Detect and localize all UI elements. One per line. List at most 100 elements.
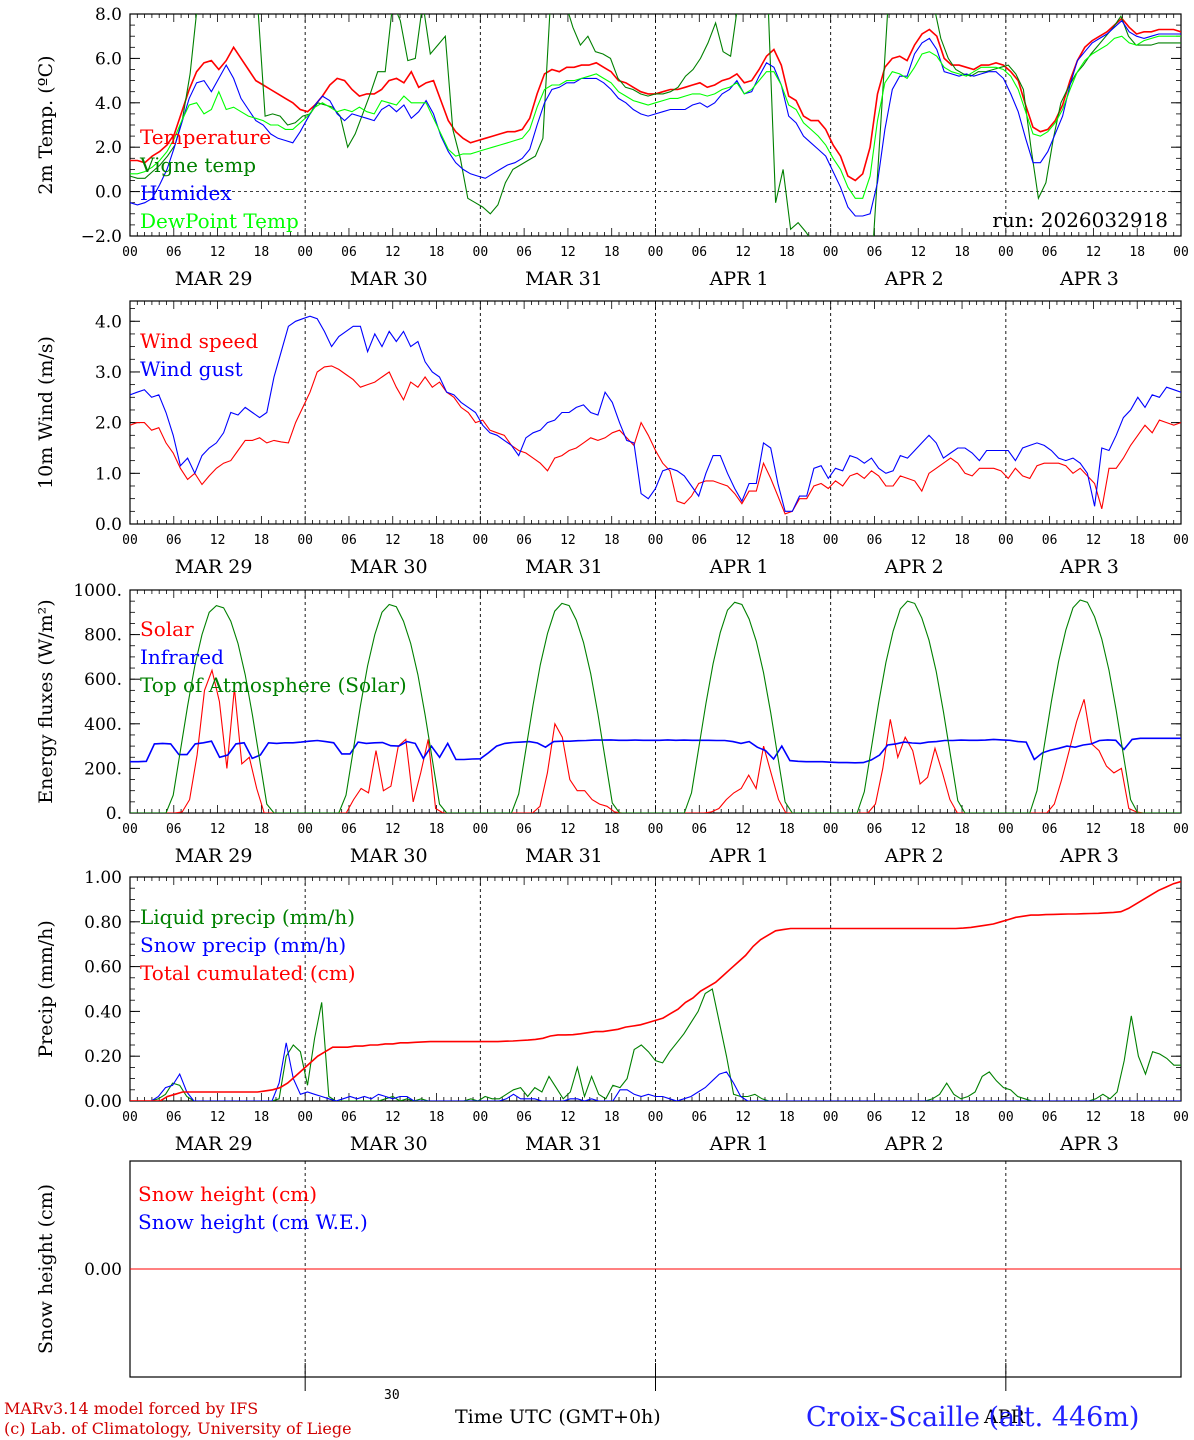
day-label: MAR 30 — [350, 556, 428, 578]
hour-tick-label: 18 — [954, 533, 970, 548]
panel-precip: 00 06 12 18 00 06 12 18 00 06 12 18 00 06 12 18 00 06 12 18… — [35, 868, 1189, 1155]
hour-tick-label: 06 — [516, 822, 532, 837]
hour-tick-label: 06 — [341, 1110, 357, 1125]
hour-tick-label: 12 — [560, 822, 576, 837]
panel-snow: 0.00 Snow height (cm) Snow height (cm) Snow… — [35, 1160, 1182, 1391]
hour-tick-label: 00 — [473, 822, 489, 837]
legend-entry: Top of Atmosphere (Solar) — [140, 673, 407, 697]
hour-tick-label: 12 — [1086, 822, 1102, 837]
hour-tick-label: 00 — [297, 1110, 313, 1125]
y-tick-label: 0. — [106, 804, 122, 824]
hour-tick-label: 00 — [122, 245, 138, 260]
day-label: MAR 29 — [175, 1133, 253, 1155]
hour-tick-label: 00 — [122, 822, 138, 837]
hour-tick-label: 06 — [867, 245, 883, 260]
hour-tick-label: 18 — [954, 1110, 970, 1125]
hour-tick-label: 12 — [910, 245, 926, 260]
day-label: MAR 29 — [175, 556, 253, 578]
hour-tick-label: 12 — [1086, 533, 1102, 548]
y-tick-label: 200. — [84, 759, 122, 779]
day-label: APR 3 — [1059, 845, 1119, 867]
hour-tick-label: 06 — [166, 1110, 182, 1125]
hour-tick-label: 18 — [604, 822, 620, 837]
y-tick-label: 0.00 — [84, 1092, 122, 1112]
hour-tick-label: 00 — [823, 1110, 839, 1125]
hour-tick-label: 06 — [867, 822, 883, 837]
y-tick-label: 4.0 — [95, 94, 122, 114]
day-label: MAR 31 — [525, 845, 603, 867]
hour-tick-label: 00 — [998, 533, 1014, 548]
hour-tick-label: 00 — [473, 245, 489, 260]
hour-tick-label: 12 — [735, 533, 751, 548]
y-tick-label: 0.60 — [84, 958, 122, 978]
y-axis-label: Precip (mm/h) — [35, 920, 57, 1058]
day-label: APR 2 — [884, 268, 944, 290]
day-label: MAR 30 — [350, 845, 428, 867]
legend-entry: Humidex — [140, 181, 232, 205]
hour-tick-label: 00 — [823, 533, 839, 548]
y-axis-label: 10m Wind (m/s) — [35, 336, 57, 489]
hour-tick-label: 06 — [1042, 533, 1058, 548]
hour-tick-label: 06 — [1042, 245, 1058, 260]
time-axis-label: Time UTC (GMT+0h) — [455, 1406, 661, 1428]
legend-entry: Snow height (cm) — [138, 1182, 317, 1206]
legend-entry: Liquid precip (mm/h) — [140, 905, 355, 929]
y-tick-label: 8.0 — [95, 5, 122, 25]
hour-tick-label: 18 — [254, 533, 270, 548]
run-label: run: 2026032918 — [992, 208, 1168, 232]
y-tick-label: 3.0 — [95, 363, 122, 383]
hour-tick-label: 12 — [385, 245, 401, 260]
day-label: APR 1 — [709, 556, 769, 578]
hour-tick-label: 12 — [735, 245, 751, 260]
hour-tick-label: 12 — [735, 1110, 751, 1125]
legend-entry: Snow precip (mm/h) — [140, 933, 346, 957]
day-label: APR 2 — [884, 1133, 944, 1155]
hour-tick-label: 18 — [779, 822, 795, 837]
hour-tick-label: 00 — [297, 822, 313, 837]
hour-tick-label: 12 — [1086, 245, 1102, 260]
day-label: APR 1 — [709, 268, 769, 290]
hour-tick-label: 12 — [735, 822, 751, 837]
hour-tick-label: 00 — [473, 533, 489, 548]
hour-tick-label: 00 — [998, 1110, 1014, 1125]
y-tick-label: 2.0 — [95, 138, 122, 158]
hour-tick-label: 12 — [385, 1110, 401, 1125]
y-tick-label: 1000. — [73, 581, 122, 601]
hour-tick-label: 00 — [823, 245, 839, 260]
hour-tick-label: 00 — [648, 533, 664, 548]
hour-tick-label: 06 — [691, 1110, 707, 1125]
series-line-vigne-temp — [130, 14, 1181, 236]
legend-entry: Solar — [140, 617, 194, 641]
tick-apr: APR — [983, 1406, 1026, 1428]
hour-tick-label: 12 — [1086, 1110, 1102, 1125]
hour-tick-label: 18 — [1129, 245, 1145, 260]
y-tick-label: 0.20 — [84, 1047, 122, 1067]
hour-tick-label: 18 — [604, 1110, 620, 1125]
hour-tick-label: 06 — [166, 822, 182, 837]
y-tick-label: 1.00 — [84, 868, 122, 888]
series-line-wind-speed — [130, 365, 1181, 515]
legend-entry: Temperature — [140, 125, 271, 149]
y-tick-label: 600. — [84, 670, 122, 690]
hour-tick-label: 12 — [210, 1110, 226, 1125]
hour-tick-label: 06 — [691, 245, 707, 260]
day-label: MAR 30 — [350, 268, 428, 290]
y-tick-label: 2.0 — [95, 414, 122, 434]
hour-tick-label: 00 — [1173, 1110, 1189, 1125]
panel-energy: 00 06 12 18 00 06 12 18 00 06 12 18 00 06 12 18 00 06 12 18… — [35, 581, 1189, 867]
legend-entry: Wind speed — [140, 329, 258, 353]
hour-tick-label: 18 — [1129, 533, 1145, 548]
hour-tick-label: 00 — [823, 822, 839, 837]
y-tick-label: 0.40 — [84, 1002, 122, 1022]
hour-tick-label: 00 — [122, 1110, 138, 1125]
series-line-dewpoint-temp — [130, 35, 1181, 199]
hour-tick-label: 12 — [385, 822, 401, 837]
hour-tick-label: 18 — [254, 245, 270, 260]
hour-tick-label: 18 — [604, 533, 620, 548]
hour-tick-label: 00 — [1173, 245, 1189, 260]
hour-tick-label: 00 — [648, 245, 664, 260]
day-label: APR 2 — [884, 845, 944, 867]
hour-tick-label: 12 — [385, 533, 401, 548]
hour-tick-label: 06 — [691, 533, 707, 548]
hour-tick-label: 12 — [560, 245, 576, 260]
